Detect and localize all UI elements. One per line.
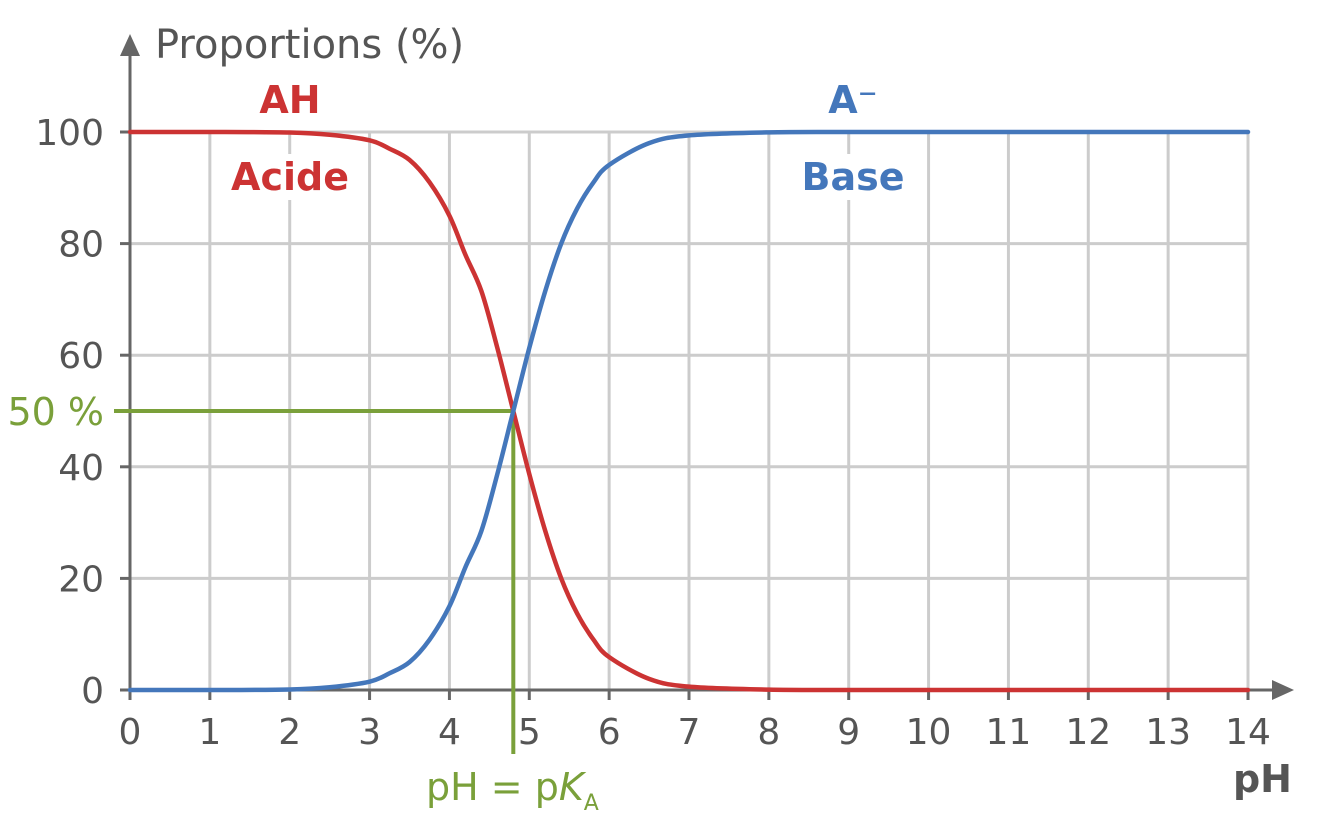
x-tick-label: 13 (1145, 712, 1191, 753)
series-formula-label: A⁻ (828, 78, 877, 122)
y-tick-label: 0 (81, 671, 104, 712)
y-tick-label: 60 (58, 336, 104, 377)
axes: Proportions (%) pH (120, 22, 1294, 801)
x-tick-label: 6 (598, 712, 621, 753)
series-name-label: Base (802, 155, 905, 199)
x-tick-label: 4 (438, 712, 461, 753)
x-axis-title: pH (1233, 757, 1292, 801)
x-tick-label: 10 (906, 712, 952, 753)
y-axis-title: Proportions (%) (155, 22, 464, 68)
series-label-background (228, 154, 352, 200)
x-tick-label: 11 (986, 712, 1032, 753)
x-tick-label: 12 (1065, 712, 1111, 753)
x-tick-label: 8 (757, 712, 780, 753)
x-tick-label: 14 (1225, 712, 1271, 753)
y-tick-label: 80 (58, 225, 104, 266)
series-line-base (127, 129, 1251, 693)
pka-label-prefix: pH = p (426, 765, 559, 809)
x-tick-label: 2 (278, 712, 301, 753)
pka-label: pH = pKA (426, 765, 599, 816)
series-name-label: Acide (231, 155, 349, 199)
x-axis-arrow-icon (1272, 680, 1294, 700)
pka-label-k: K (559, 765, 587, 809)
pka-annotation: 50 % pH = pKA (7, 390, 598, 816)
pka-label-sub: A (584, 791, 599, 816)
series-label-background (791, 154, 915, 200)
x-tick-label: 5 (518, 712, 541, 753)
y-tick-label: 20 (58, 559, 104, 600)
x-tick-label: 3 (358, 712, 381, 753)
series-line-acide (127, 129, 1251, 693)
series-formula-label: AH (259, 78, 320, 122)
y-tick-label: 100 (35, 113, 104, 154)
y-tick-label: 40 (58, 448, 104, 489)
x-tick-label: 0 (119, 712, 142, 753)
half-proportion-label: 50 % (7, 390, 104, 434)
series-labels: AH Acide A⁻ Base (228, 78, 915, 200)
y-axis-arrow-icon (120, 34, 140, 56)
x-tick-label: 9 (837, 712, 860, 753)
x-tick-label: 1 (198, 712, 221, 753)
series (127, 129, 1251, 693)
x-tick-label: 7 (678, 712, 701, 753)
